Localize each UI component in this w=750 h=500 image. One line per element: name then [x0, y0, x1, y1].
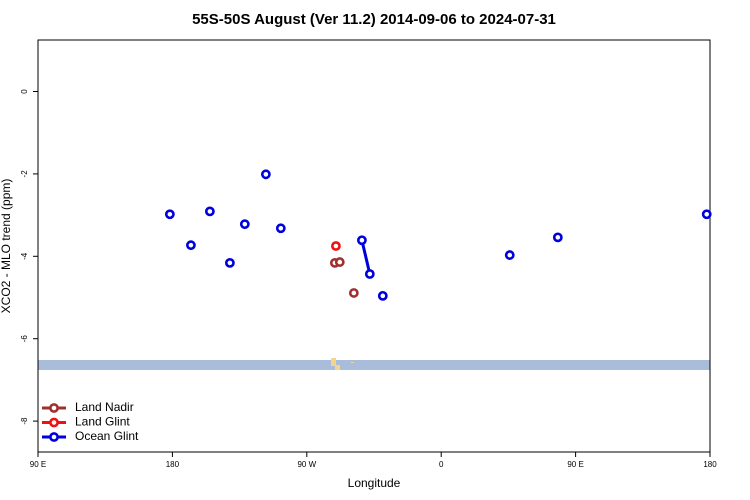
y-tick-label: -2 — [20, 170, 29, 178]
x-tick-label: 180 — [703, 460, 717, 469]
point — [504, 250, 515, 260]
plot-frame — [37, 39, 711, 453]
point — [204, 206, 215, 217]
x-tick-label: 90 E — [567, 460, 583, 469]
legend-label: Land Glint — [75, 415, 130, 429]
x-tick-label: 0 — [439, 460, 444, 469]
legend-label: Ocean Glint — [75, 429, 139, 443]
series-line — [360, 239, 372, 275]
point — [260, 169, 271, 180]
y-axis-label: XCO2 - MLO trend (ppm) — [0, 179, 13, 314]
y-tick-label: -8 — [20, 417, 29, 425]
x-tick-label: 90 W — [297, 460, 316, 469]
point — [224, 257, 235, 268]
point — [164, 209, 175, 220]
point — [239, 219, 250, 230]
point — [348, 288, 359, 298]
point — [377, 290, 388, 301]
y-tick-label: 0 — [20, 89, 29, 94]
chart-title: 55S-50S August (Ver 11.2) 2014-09-06 to … — [192, 11, 556, 28]
legend-marker — [49, 432, 59, 442]
point — [357, 235, 367, 246]
legend-marker — [49, 403, 59, 413]
latitude-band — [38, 360, 710, 370]
y-tick-label: -4 — [20, 252, 29, 260]
point — [334, 257, 345, 267]
land-mask — [335, 365, 340, 370]
y-tick-label: -6 — [20, 335, 29, 343]
land-mask — [351, 362, 354, 363]
x-axis-label: Longitude — [348, 476, 401, 490]
legend-label: Land Nadir — [75, 400, 134, 414]
point — [186, 240, 196, 251]
point — [275, 223, 286, 234]
x-tick-label: 90 E — [30, 460, 46, 469]
point — [701, 209, 712, 220]
land-mask — [331, 358, 336, 366]
legend-marker — [49, 417, 59, 428]
point — [331, 241, 341, 251]
point — [364, 269, 375, 279]
x-tick-label: 180 — [166, 460, 180, 469]
point — [552, 232, 563, 243]
